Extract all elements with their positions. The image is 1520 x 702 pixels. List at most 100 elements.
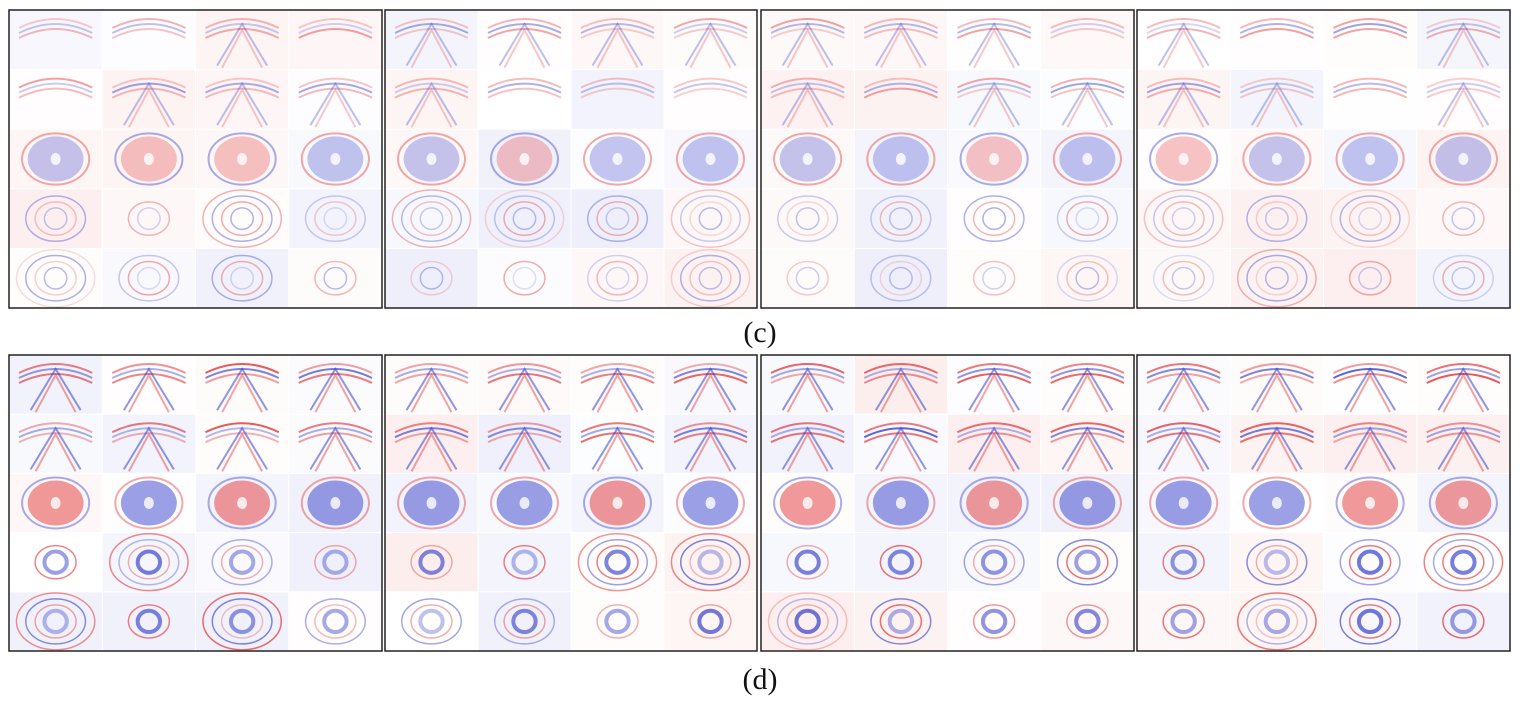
wave-cross <box>498 22 551 67</box>
ring <box>300 476 370 530</box>
core <box>1365 153 1376 165</box>
ring <box>583 476 652 530</box>
ring <box>586 195 649 242</box>
wave-cross <box>973 87 1016 128</box>
ring <box>604 608 631 635</box>
wave-cross <box>1066 87 1109 128</box>
tile <box>1417 414 1510 473</box>
wave-cross <box>875 426 927 470</box>
wave-cross <box>875 22 927 67</box>
wave-arc <box>1050 18 1125 29</box>
wave-arc <box>394 23 469 34</box>
tile-bg <box>1230 189 1323 248</box>
ring <box>777 598 839 645</box>
wave-arc <box>298 432 373 444</box>
tile <box>571 248 664 308</box>
wave-arc <box>673 432 748 444</box>
tile <box>111 18 186 39</box>
wave-arc <box>205 87 280 99</box>
tile <box>196 592 289 651</box>
wave-arc <box>673 422 748 434</box>
ring <box>304 598 366 645</box>
wave-arc <box>1239 432 1314 444</box>
ring <box>1442 260 1485 296</box>
wave-arc <box>580 432 655 444</box>
ring <box>689 604 732 639</box>
wave-cross <box>786 432 829 472</box>
wave-cross <box>596 27 639 69</box>
ring <box>689 544 732 580</box>
core <box>989 497 1000 509</box>
tile <box>478 533 571 592</box>
ring <box>959 132 1029 186</box>
tile <box>15 248 96 308</box>
ring <box>1432 538 1494 586</box>
ring <box>1162 604 1205 639</box>
tile <box>786 260 829 296</box>
ring <box>879 604 923 639</box>
wave-cross <box>503 432 546 472</box>
core <box>1082 153 1093 165</box>
ring <box>127 201 171 237</box>
tile <box>1426 77 1501 128</box>
wave-arc <box>111 23 186 34</box>
wave-arc <box>394 422 469 434</box>
ring <box>323 266 348 290</box>
wave-cross <box>314 372 357 413</box>
wave-cross <box>123 426 175 470</box>
wave-arc <box>1426 77 1501 89</box>
ring <box>879 544 923 580</box>
tile-bg <box>854 189 947 248</box>
ring <box>982 266 1007 290</box>
wave-arc <box>1050 28 1125 39</box>
wave-arc <box>673 363 748 374</box>
tile-bg <box>571 189 664 248</box>
tile-bg <box>1324 414 1417 473</box>
ring <box>503 544 546 580</box>
image-panel <box>1136 354 1511 652</box>
wave-arc <box>863 363 938 374</box>
tile-bg <box>571 70 664 129</box>
wave-arc <box>394 363 469 374</box>
ring <box>1255 604 1299 639</box>
ring <box>777 195 839 242</box>
ring <box>1170 608 1197 635</box>
tile <box>673 77 748 99</box>
wave-arc <box>18 87 93 99</box>
wave-arc <box>487 77 562 89</box>
ring <box>786 201 829 237</box>
ring <box>15 592 96 651</box>
tile <box>1335 132 1405 186</box>
ring <box>211 538 273 586</box>
wave-arc <box>1333 23 1408 34</box>
tile <box>487 18 562 69</box>
wave-cross <box>689 432 732 472</box>
wave-arc <box>1050 363 1125 374</box>
ring <box>1348 544 1392 580</box>
wave-cross <box>405 367 458 411</box>
wave-arc <box>1050 77 1125 89</box>
ring <box>1335 132 1405 186</box>
tile-bg <box>1324 248 1417 308</box>
tile <box>963 538 1025 586</box>
panel-frame <box>1136 354 1511 652</box>
tile <box>957 77 1032 128</box>
core <box>612 497 623 509</box>
wave-arc <box>111 28 186 39</box>
wave-cross <box>503 27 546 69</box>
tile <box>854 248 947 308</box>
wave-arc <box>1426 82 1501 94</box>
tile <box>102 129 195 189</box>
wave-cross <box>1066 432 1109 472</box>
core <box>1178 153 1189 165</box>
wave-arc <box>298 18 373 29</box>
ring <box>1066 201 1109 237</box>
tile <box>289 592 381 650</box>
tile-bg <box>289 592 381 650</box>
wave-arc <box>863 82 938 94</box>
wave-cross <box>968 22 1020 67</box>
wave-arc <box>673 373 748 384</box>
tile-bg <box>1417 533 1509 591</box>
tile <box>580 422 655 472</box>
